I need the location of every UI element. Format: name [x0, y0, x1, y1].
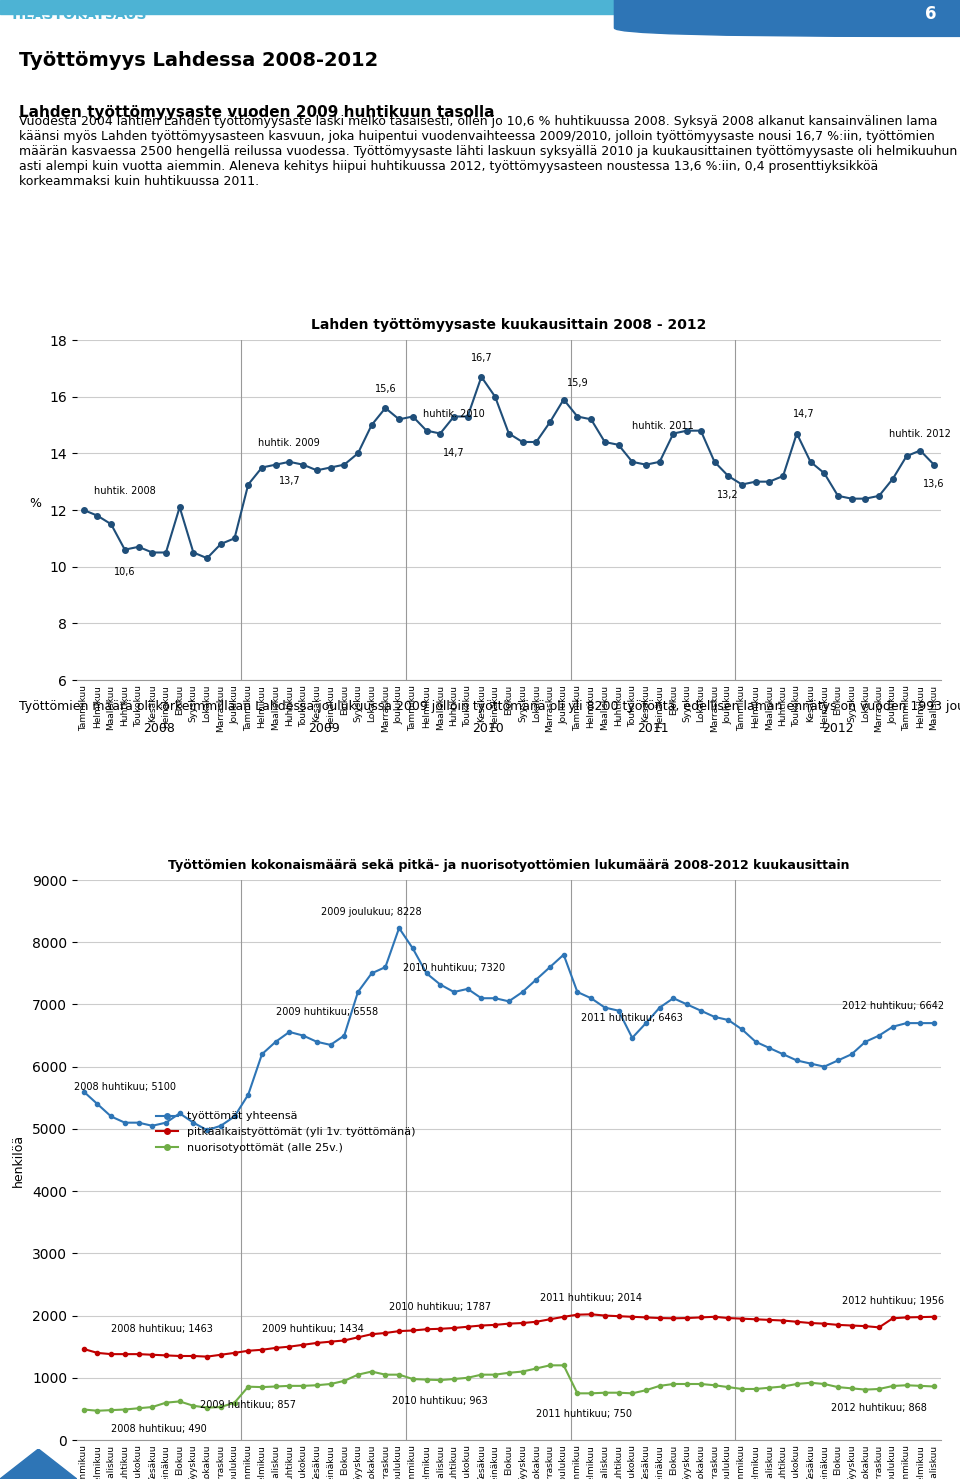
Text: huhtik. 2011: huhtik. 2011 — [633, 420, 694, 430]
Text: Vuodesta 2004 lähtien Lahden työttömyysaste laski melko tasaisesti, ollen jo 10,: Vuodesta 2004 lähtien Lahden työttömyysa… — [19, 115, 957, 188]
Text: 2009 huhtikuu; 6558: 2009 huhtikuu; 6558 — [276, 1007, 378, 1018]
Text: 2012 huhtikuu; 1956: 2012 huhtikuu; 1956 — [842, 1296, 944, 1306]
Text: 10,6: 10,6 — [114, 566, 135, 577]
Legend: työttömät yhteensä, pitkäaikaistyöttömät (yli 1v. työttömänä), nuorisotyottömät : työttömät yhteensä, pitkäaikaistyöttömät… — [152, 1106, 420, 1157]
Text: 15,6: 15,6 — [374, 385, 396, 393]
Text: huhtik. 2012: huhtik. 2012 — [889, 429, 951, 439]
Text: 2011 huhtikuu; 2014: 2011 huhtikuu; 2014 — [540, 1293, 642, 1303]
Text: 2011 huhtikuu; 6463: 2011 huhtikuu; 6463 — [582, 1013, 684, 1023]
Text: 2008: 2008 — [143, 723, 175, 735]
FancyBboxPatch shape — [614, 0, 960, 37]
Text: 13,7: 13,7 — [278, 476, 300, 487]
Text: 2008 huhtikuu; 490: 2008 huhtikuu; 490 — [111, 1424, 206, 1435]
Text: 2012 huhtikuu; 6642: 2012 huhtikuu; 6642 — [842, 1001, 944, 1010]
Text: 6: 6 — [925, 4, 937, 24]
Text: 2012: 2012 — [822, 723, 853, 735]
Text: 2010 huhtikuu; 963: 2010 huhtikuu; 963 — [393, 1396, 488, 1407]
Text: 2008 huhtikuu; 1463: 2008 huhtikuu; 1463 — [111, 1324, 213, 1334]
Text: TILASTOKATSAUS: TILASTOKATSAUS — [10, 9, 147, 22]
Text: huhtik. 2008: huhtik. 2008 — [94, 485, 156, 495]
Text: 2009 huhtikuu; 857: 2009 huhtikuu; 857 — [201, 1399, 297, 1409]
Text: huhtik. 2010: huhtik. 2010 — [423, 410, 485, 420]
Title: Lahden työttömyysaste kuukausittain 2008 - 2012: Lahden työttömyysaste kuukausittain 2008… — [311, 318, 707, 331]
Text: 2010 huhtikuu; 1787: 2010 huhtikuu; 1787 — [389, 1303, 492, 1312]
Bar — [0, 0, 883, 13]
Title: Työttömien kokonaismäärä sekä pitkä- ja nuorisotyottömien lukumäärä 2008-2012 ku: Työttömien kokonaismäärä sekä pitkä- ja … — [168, 859, 850, 873]
Text: 2010 huhtikuu; 7320: 2010 huhtikuu; 7320 — [403, 963, 505, 973]
Text: 2011 huhtikuu; 750: 2011 huhtikuu; 750 — [537, 1409, 633, 1418]
Text: 2012 huhtikuu; 868: 2012 huhtikuu; 868 — [831, 1402, 927, 1412]
Text: 2009: 2009 — [308, 723, 340, 735]
Y-axis label: henkilöä: henkilöä — [12, 1133, 25, 1186]
Text: 13,2: 13,2 — [717, 490, 739, 500]
Y-axis label: %: % — [30, 497, 41, 510]
Text: Työttömyys Lahdessa 2008-2012: Työttömyys Lahdessa 2008-2012 — [19, 50, 378, 70]
Text: 2009 huhtikuu; 1434: 2009 huhtikuu; 1434 — [262, 1324, 364, 1334]
Text: 16,7: 16,7 — [470, 352, 492, 362]
Text: 2009 joulukuu; 8228: 2009 joulukuu; 8228 — [322, 907, 422, 917]
Text: 2008 huhtikuu; 5100: 2008 huhtikuu; 5100 — [74, 1081, 176, 1092]
Text: 13,6: 13,6 — [924, 479, 945, 490]
Text: Työttömien määrä oli korkeimmillaan Lahdessa joulukuussa 2009 jolloin työttömänä: Työttömien määrä oli korkeimmillaan Lahd… — [19, 700, 960, 713]
Text: 2010: 2010 — [472, 723, 504, 735]
Text: huhtik. 2009: huhtik. 2009 — [258, 438, 321, 448]
Text: Lahden työttömyysaste vuoden 2009 huhtikuun tasolla: Lahden työttömyysaste vuoden 2009 huhtik… — [19, 105, 494, 120]
Text: 14,7: 14,7 — [793, 410, 814, 420]
Text: 14,7: 14,7 — [444, 448, 465, 457]
Text: 15,9: 15,9 — [566, 379, 588, 387]
Text: 2011: 2011 — [637, 723, 668, 735]
Polygon shape — [0, 1449, 77, 1479]
